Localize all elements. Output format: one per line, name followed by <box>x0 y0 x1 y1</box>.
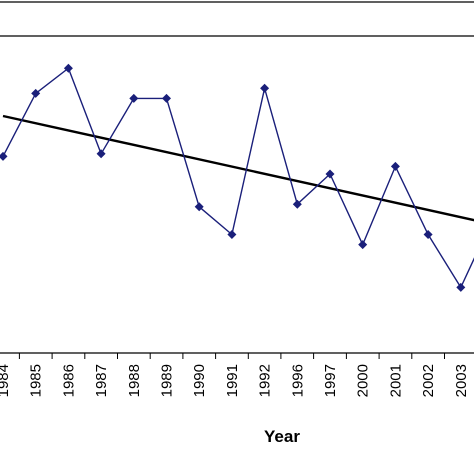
data-series <box>0 63 474 292</box>
data-point-marker <box>63 63 73 73</box>
x-tick-label: 1984 <box>0 364 12 397</box>
x-tick-label: 1988 <box>126 364 143 397</box>
data-point-marker <box>423 230 433 239</box>
series-line <box>2 67 474 289</box>
trend-line-group <box>2 114 474 222</box>
x-tick-label: 1991 <box>224 364 241 397</box>
x-tick-label: 1987 <box>93 364 110 397</box>
x-tick-label: 2000 <box>355 364 372 397</box>
data-point-marker <box>292 199 302 209</box>
data-point-marker <box>194 202 204 212</box>
x-tick-label: 1990 <box>191 364 208 397</box>
x-tick-label: 1997 <box>322 364 339 397</box>
data-point-marker <box>325 169 335 179</box>
data-point-marker <box>0 151 8 161</box>
x-tick-label: 1992 <box>257 364 274 397</box>
x-tick-label: 1989 <box>159 364 176 397</box>
data-point-marker <box>227 230 237 239</box>
data-point-marker <box>358 240 368 250</box>
data-point-marker <box>96 149 106 159</box>
x-tick-label: 2001 <box>387 364 404 397</box>
x-tick-label: 1986 <box>60 364 77 397</box>
x-tick-label: 1996 <box>289 364 306 397</box>
data-point-marker <box>260 83 270 93</box>
data-point-marker <box>162 93 171 103</box>
data-point-marker <box>456 282 466 292</box>
data-point-marker <box>390 161 400 171</box>
trend-line <box>2 114 474 222</box>
x-tick-label: 2003 <box>453 364 470 397</box>
x-tick-label: 2002 <box>420 364 437 397</box>
x-axis-tick-labels: 1984 1985 1986 1987 1988 1989 1990 1991 1992 1996… <box>0 364 470 397</box>
x-axis-title: Year <box>264 427 300 446</box>
data-point-marker <box>31 88 41 98</box>
x-tick-label: 1985 <box>28 364 45 397</box>
x-axis-ticks <box>18 353 445 359</box>
data-point-marker <box>129 93 139 103</box>
